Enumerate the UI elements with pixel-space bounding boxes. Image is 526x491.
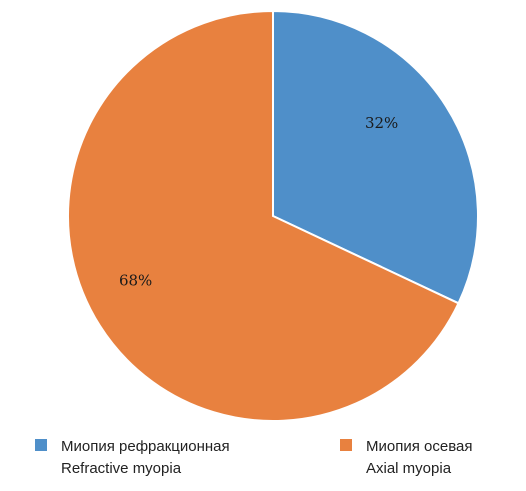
legend-label-en-axial: Axial myopia — [366, 460, 452, 477]
legend-swatch-axial — [340, 439, 352, 451]
legend-text-axial: Миопия осевая Axial myopia — [366, 436, 472, 480]
legend-text-refractive: Миопия рефракционная Refractive myopia — [61, 436, 230, 480]
legend-swatch-refractive — [35, 439, 47, 451]
legend: Миопия рефракционная Refractive myopia М… — [0, 436, 526, 486]
slice-label-refractive: 32% — [365, 114, 398, 132]
pie-chart: 32% 68% — [67, 9, 479, 422]
legend-label-ru-refractive: Миопия рефракционная — [61, 438, 230, 455]
pie-slice-refractive — [272, 9, 479, 305]
legend-label-ru-axial: Миопия осевая — [366, 438, 473, 455]
legend-label-en-refractive: Refractive myopia — [61, 460, 182, 477]
legend-item-refractive: Миопия рефракционная Refractive myopia — [35, 436, 230, 480]
pie-slice-axial — [67, 9, 460, 422]
slice-label-axial: 68% — [119, 272, 152, 290]
legend-item-axial: Миопия осевая Axial myopia — [340, 436, 472, 480]
